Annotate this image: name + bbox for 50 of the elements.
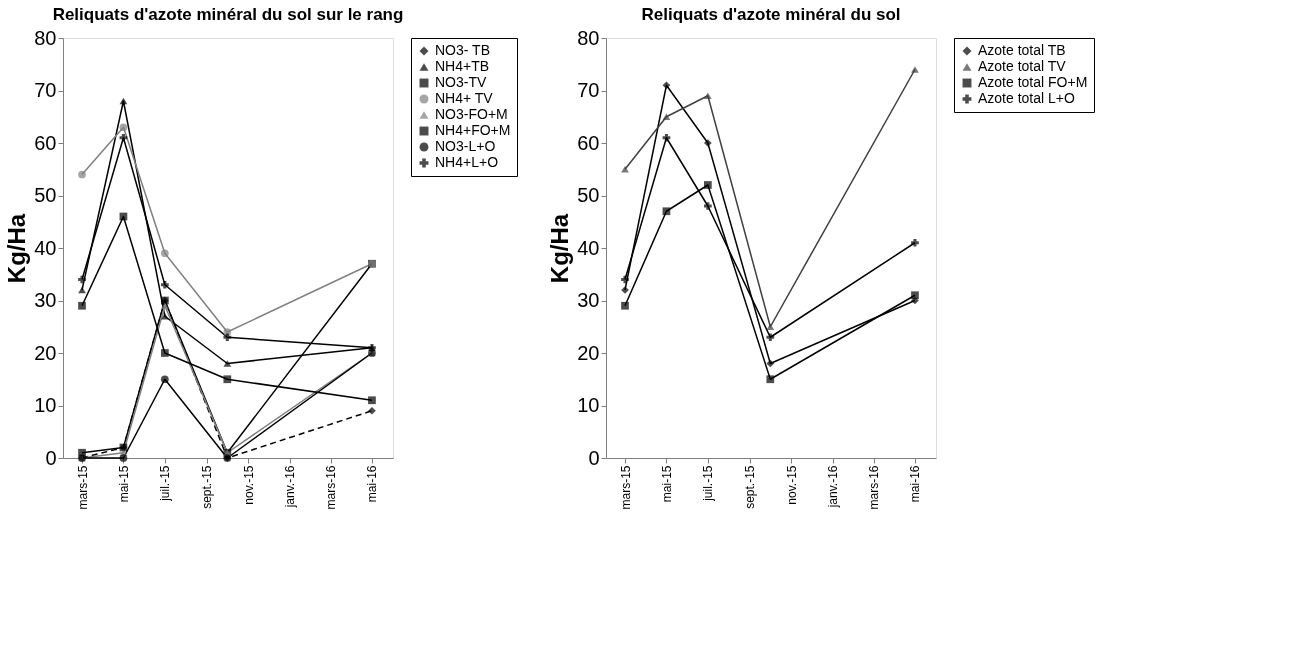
- x-tick-label: juil.-15: [701, 465, 716, 502]
- y-tick-label: 30: [577, 289, 600, 311]
- legend-label: NH4+FO+M: [435, 122, 511, 138]
- y-axis-title: Kg/Ha: [3, 213, 31, 284]
- legend-label: Azote total TV: [978, 58, 1067, 74]
- y-axis-title: Kg/Ha: [546, 213, 574, 284]
- y-tick-label: 0: [45, 446, 57, 469]
- x-tick-label: janv.-16: [283, 465, 298, 509]
- x-tick-label: mars-16: [324, 465, 339, 510]
- y-tick-label: 60: [577, 131, 600, 154]
- legend-label: NO3- TB: [435, 42, 490, 58]
- y-tick-label: 80: [34, 26, 57, 49]
- chart-title: Reliquats d'azote minéral du sol: [641, 5, 901, 24]
- legend-label: NO3-L+O: [435, 138, 496, 154]
- x-tick-label: mai-16: [908, 465, 923, 503]
- y-tick-label: 40: [577, 236, 600, 259]
- y-tick-label: 10: [577, 394, 600, 416]
- y-tick-label: 50: [34, 184, 57, 206]
- y-tick-label: 50: [577, 184, 600, 206]
- legend-label: Azote total FO+M: [978, 74, 1088, 90]
- legend-label: NH4+ TV: [435, 90, 494, 106]
- legend-label: NH4+TB: [435, 58, 490, 74]
- legend-label: NO3-TV: [435, 74, 487, 90]
- y-tick-label: 0: [588, 446, 600, 469]
- y-tick-label: 30: [34, 289, 57, 311]
- y-tick-label: 60: [34, 131, 57, 154]
- legend-label: NH4+L+O: [435, 154, 499, 170]
- x-tick-label: nov.-15: [784, 465, 799, 505]
- x-tick-label: nov.-15: [241, 465, 256, 505]
- legend-label: Azote total TB: [978, 42, 1066, 58]
- y-tick-label: 20: [34, 341, 57, 364]
- y-tick-label: 80: [577, 26, 600, 49]
- legend-label: Azote total L+O: [978, 90, 1075, 106]
- y-tick-label: 70: [34, 79, 57, 101]
- x-tick-label: mars-16: [867, 465, 882, 510]
- x-tick-label: sept.-15: [200, 465, 215, 509]
- x-tick-label: mars-15: [75, 465, 90, 510]
- x-tick-label: juil.-15: [158, 465, 173, 502]
- x-tick-label: mars-15: [618, 465, 633, 510]
- x-tick-label: janv.-16: [826, 465, 841, 509]
- x-tick-label: mai-15: [659, 465, 674, 503]
- y-tick-label: 40: [34, 236, 57, 259]
- x-tick-label: mai-15: [116, 465, 131, 503]
- x-tick-label: mai-16: [365, 465, 380, 503]
- y-tick-label: 10: [34, 394, 57, 416]
- y-tick-label: 20: [577, 341, 600, 364]
- legend-label: NO3-FO+M: [435, 106, 508, 122]
- y-tick-label: 70: [577, 79, 600, 101]
- x-tick-label: sept.-15: [743, 465, 758, 509]
- chart-title: Reliquats d'azote minéral du sol sur le rang: [52, 5, 404, 24]
